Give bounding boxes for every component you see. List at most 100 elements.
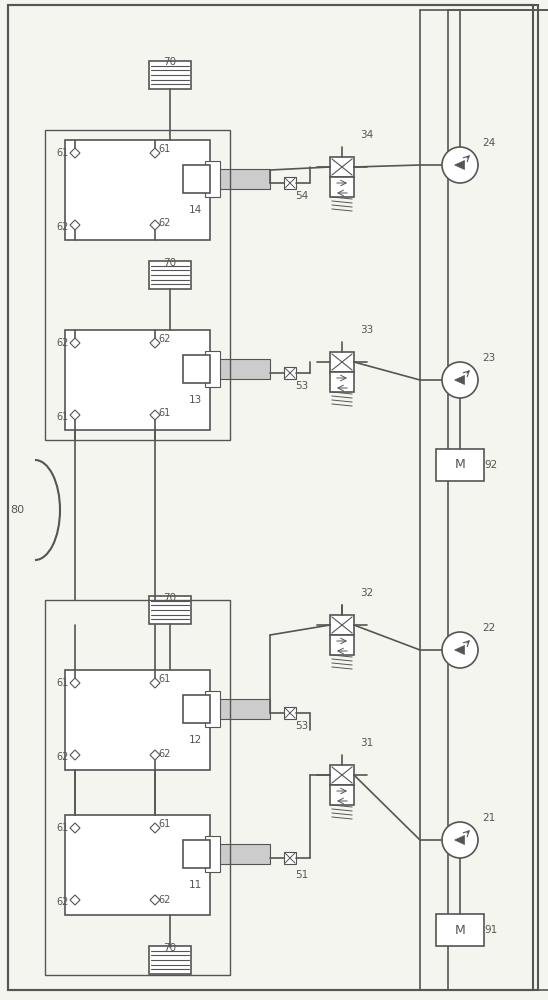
Text: 70: 70: [163, 593, 176, 603]
Bar: [65, 140, 210, 240]
Text: 70: 70: [163, 258, 176, 268]
Text: 61: 61: [56, 823, 68, 833]
Polygon shape: [70, 678, 80, 688]
Bar: [45, 600, 230, 975]
Text: 51: 51: [295, 870, 308, 880]
Text: 33: 33: [360, 325, 373, 335]
Polygon shape: [70, 338, 80, 348]
Text: 21: 21: [482, 813, 495, 823]
Circle shape: [442, 632, 478, 668]
Polygon shape: [70, 410, 80, 420]
Text: 31: 31: [360, 738, 373, 748]
Bar: [210, 844, 270, 864]
Text: 61: 61: [158, 408, 170, 418]
Polygon shape: [150, 678, 160, 688]
Bar: [330, 372, 354, 392]
Text: 53: 53: [295, 381, 308, 391]
Bar: [205, 161, 220, 197]
Polygon shape: [70, 220, 80, 230]
Polygon shape: [150, 895, 160, 905]
Text: 22: 22: [482, 623, 495, 633]
Text: 13: 13: [189, 395, 202, 405]
Bar: [149, 61, 191, 89]
Text: 61: 61: [56, 678, 68, 688]
Bar: [330, 157, 354, 177]
Bar: [210, 359, 270, 379]
Bar: [210, 169, 270, 189]
Polygon shape: [150, 220, 160, 230]
Text: 61: 61: [56, 148, 68, 158]
Text: 11: 11: [189, 880, 202, 890]
Bar: [330, 635, 354, 655]
Circle shape: [442, 147, 478, 183]
Text: M: M: [455, 458, 465, 472]
Polygon shape: [455, 160, 465, 169]
Polygon shape: [70, 148, 80, 158]
Bar: [330, 765, 354, 785]
Text: 61: 61: [158, 819, 170, 829]
Text: 61: 61: [56, 412, 68, 422]
Bar: [65, 670, 210, 770]
Bar: [330, 177, 354, 197]
Text: 62: 62: [158, 334, 170, 344]
Polygon shape: [455, 836, 465, 844]
Text: M: M: [455, 924, 465, 936]
Text: 14: 14: [189, 205, 202, 215]
Bar: [65, 330, 210, 430]
Text: 62: 62: [158, 218, 170, 228]
Text: 62: 62: [56, 752, 68, 762]
Text: 62: 62: [56, 338, 68, 348]
Bar: [149, 596, 191, 624]
Text: 91: 91: [484, 925, 497, 935]
Polygon shape: [150, 148, 160, 158]
Bar: [183, 695, 210, 723]
Text: 70: 70: [163, 57, 176, 67]
Text: 32: 32: [360, 588, 373, 598]
Text: 61: 61: [158, 674, 170, 684]
Text: 92: 92: [484, 460, 497, 470]
Polygon shape: [150, 338, 160, 348]
Polygon shape: [455, 375, 465, 384]
Text: 62: 62: [56, 222, 68, 232]
Bar: [436, 449, 484, 481]
Bar: [284, 852, 296, 864]
Polygon shape: [150, 823, 160, 833]
Bar: [284, 707, 296, 719]
Bar: [210, 699, 270, 719]
Bar: [183, 165, 210, 193]
Bar: [330, 352, 354, 372]
Bar: [284, 177, 296, 189]
Bar: [436, 914, 484, 946]
Polygon shape: [455, 646, 465, 654]
Text: 61: 61: [158, 144, 170, 154]
Bar: [205, 691, 220, 727]
Bar: [330, 785, 354, 805]
Text: 34: 34: [360, 130, 373, 140]
Bar: [183, 840, 210, 868]
Circle shape: [442, 822, 478, 858]
Bar: [45, 130, 230, 440]
Text: 62: 62: [158, 749, 170, 759]
Text: 12: 12: [189, 735, 202, 745]
Bar: [284, 367, 296, 379]
Bar: [149, 261, 191, 289]
Polygon shape: [70, 823, 80, 833]
Bar: [183, 355, 210, 383]
Polygon shape: [70, 895, 80, 905]
Text: 80: 80: [10, 505, 24, 515]
Bar: [205, 351, 220, 387]
Text: 53: 53: [295, 721, 308, 731]
Polygon shape: [150, 750, 160, 760]
Bar: [330, 615, 354, 635]
Polygon shape: [150, 410, 160, 420]
Text: 54: 54: [295, 191, 308, 201]
Circle shape: [442, 362, 478, 398]
Polygon shape: [70, 750, 80, 760]
Bar: [149, 946, 191, 974]
Text: 23: 23: [482, 353, 495, 363]
Bar: [205, 836, 220, 872]
Text: 62: 62: [56, 897, 68, 907]
Text: 70: 70: [163, 943, 176, 953]
Text: 24: 24: [482, 138, 495, 148]
Text: 62: 62: [158, 895, 170, 905]
